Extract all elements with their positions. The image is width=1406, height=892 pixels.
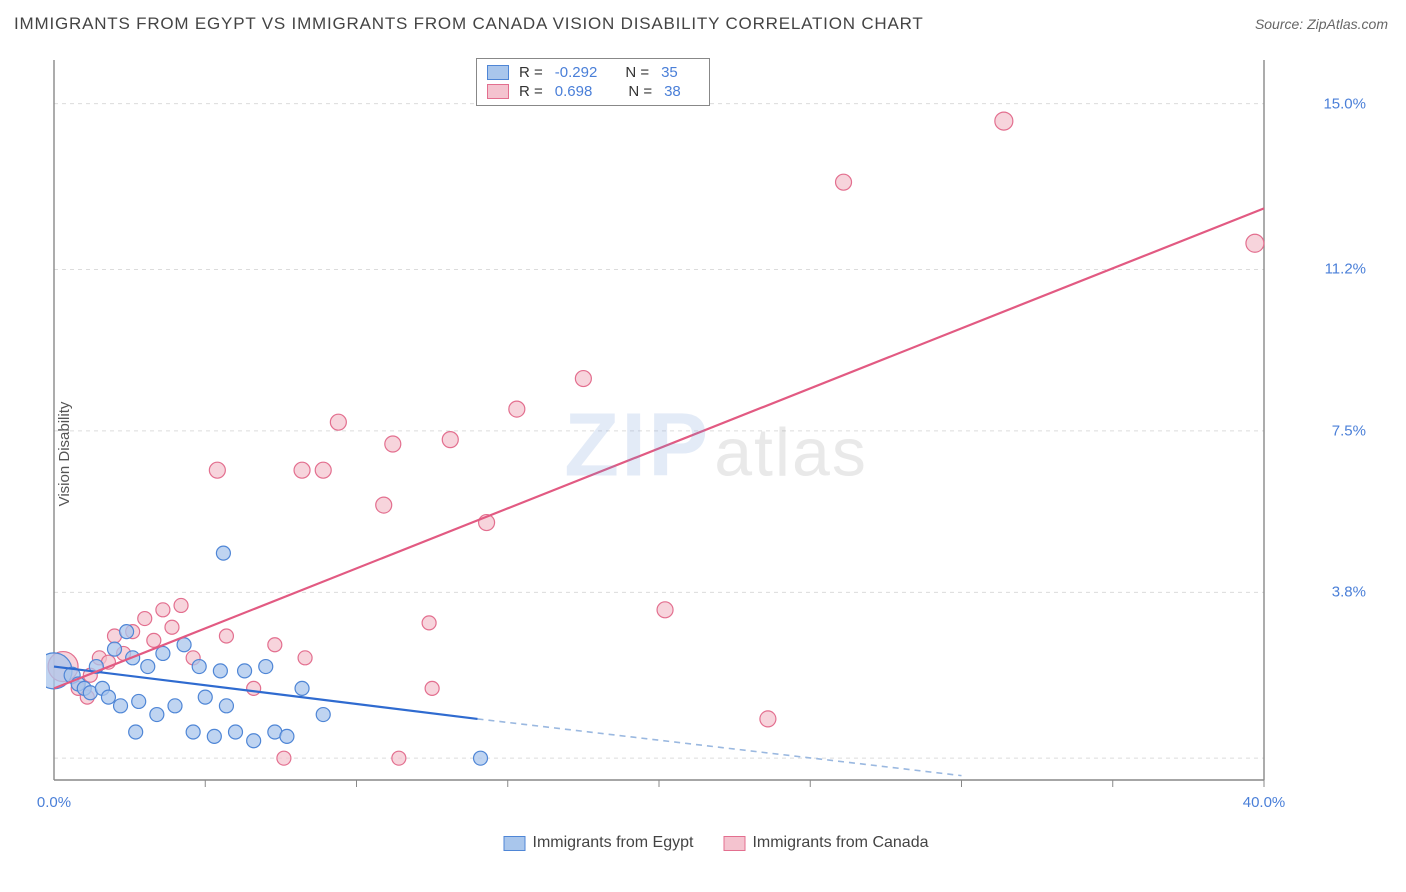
chart-svg [46, 54, 1406, 854]
swatch-egypt-icon [504, 836, 526, 851]
y-tick-label: 11.2% [1325, 261, 1366, 278]
source-name: ZipAtlas.com [1307, 16, 1388, 32]
swatch-egypt [487, 65, 509, 80]
n-value-egypt: 35 [661, 64, 678, 81]
n-label: N = [625, 64, 649, 81]
y-tick-label: 3.8% [1332, 584, 1366, 601]
bottom-legend: Immigrants from Egypt Immigrants from Ca… [504, 834, 929, 852]
stats-row-canada: R = 0.698 N = 38 [487, 82, 699, 101]
n-value-canada: 38 [664, 83, 681, 100]
source-label: Source: [1255, 16, 1307, 32]
legend-item-canada: Immigrants from Canada [723, 834, 928, 852]
r-label: R = [519, 64, 543, 81]
swatch-canada [487, 84, 509, 99]
legend-label-canada: Immigrants from Canada [752, 834, 928, 852]
r-label-2: R = [519, 83, 543, 100]
y-tick-label: 15.0% [1323, 95, 1366, 112]
r-value-canada: 0.698 [555, 83, 593, 100]
x-tick-label: 0.0% [37, 794, 71, 811]
n-label-2: N = [628, 83, 652, 100]
chart-title: IMMIGRANTS FROM EGYPT VS IMMIGRANTS FROM… [14, 14, 924, 34]
legend-item-egypt: Immigrants from Egypt [504, 834, 694, 852]
plot-area: Vision Disability ZIP atlas R = -0.292 N… [46, 54, 1386, 854]
swatch-canada-icon [723, 836, 745, 851]
y-tick-label: 7.5% [1332, 422, 1366, 439]
title-bar: IMMIGRANTS FROM EGYPT VS IMMIGRANTS FROM… [0, 0, 1406, 38]
stats-legend: R = -0.292 N = 35 R = 0.698 N = 38 [476, 58, 710, 106]
stats-row-egypt: R = -0.292 N = 35 [487, 63, 699, 82]
x-tick-label: 40.0% [1243, 794, 1286, 811]
r-value-egypt: -0.292 [555, 64, 598, 81]
source: Source: ZipAtlas.com [1255, 16, 1388, 34]
legend-label-egypt: Immigrants from Egypt [533, 834, 694, 852]
